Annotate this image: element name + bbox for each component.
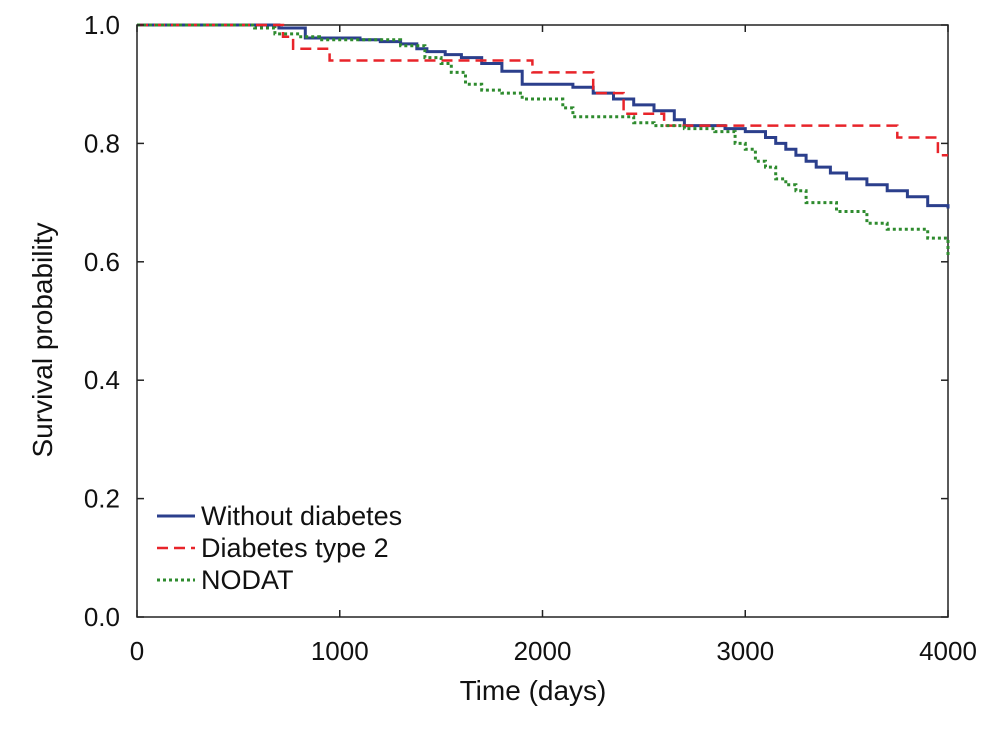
y-tick-label: 0.0 <box>84 602 120 632</box>
series-line-2 <box>137 23 950 256</box>
y-tick-label: 0.6 <box>84 247 120 277</box>
series-line-0 <box>137 23 950 209</box>
series-curves <box>137 23 950 256</box>
x-tick-label: 0 <box>130 636 144 666</box>
axis-ticks: 0 1000 2000 3000 4000 0.0 0.2 0.4 0.6 0.8 1.0 <box>84 10 977 666</box>
y-tick-label: 0.2 <box>84 484 120 514</box>
legend-label-1: Diabetes type 2 <box>201 533 389 563</box>
y-tick-label: 0.4 <box>84 365 120 395</box>
x-tick-label: 4000 <box>919 636 977 666</box>
y-axis-label: Survival probability <box>27 223 58 458</box>
x-tick-label: 2000 <box>514 636 572 666</box>
x-tick-label: 3000 <box>716 636 774 666</box>
x-axis-label: Time (days) <box>460 675 607 706</box>
x-tick-label: 1000 <box>311 636 369 666</box>
legend-label-0: Without diabetes <box>201 501 402 531</box>
legend-label-2: NODAT <box>201 565 294 595</box>
y-tick-label: 0.8 <box>84 128 120 158</box>
y-tick-label: 1.0 <box>84 10 120 40</box>
series-line-1 <box>137 23 948 157</box>
